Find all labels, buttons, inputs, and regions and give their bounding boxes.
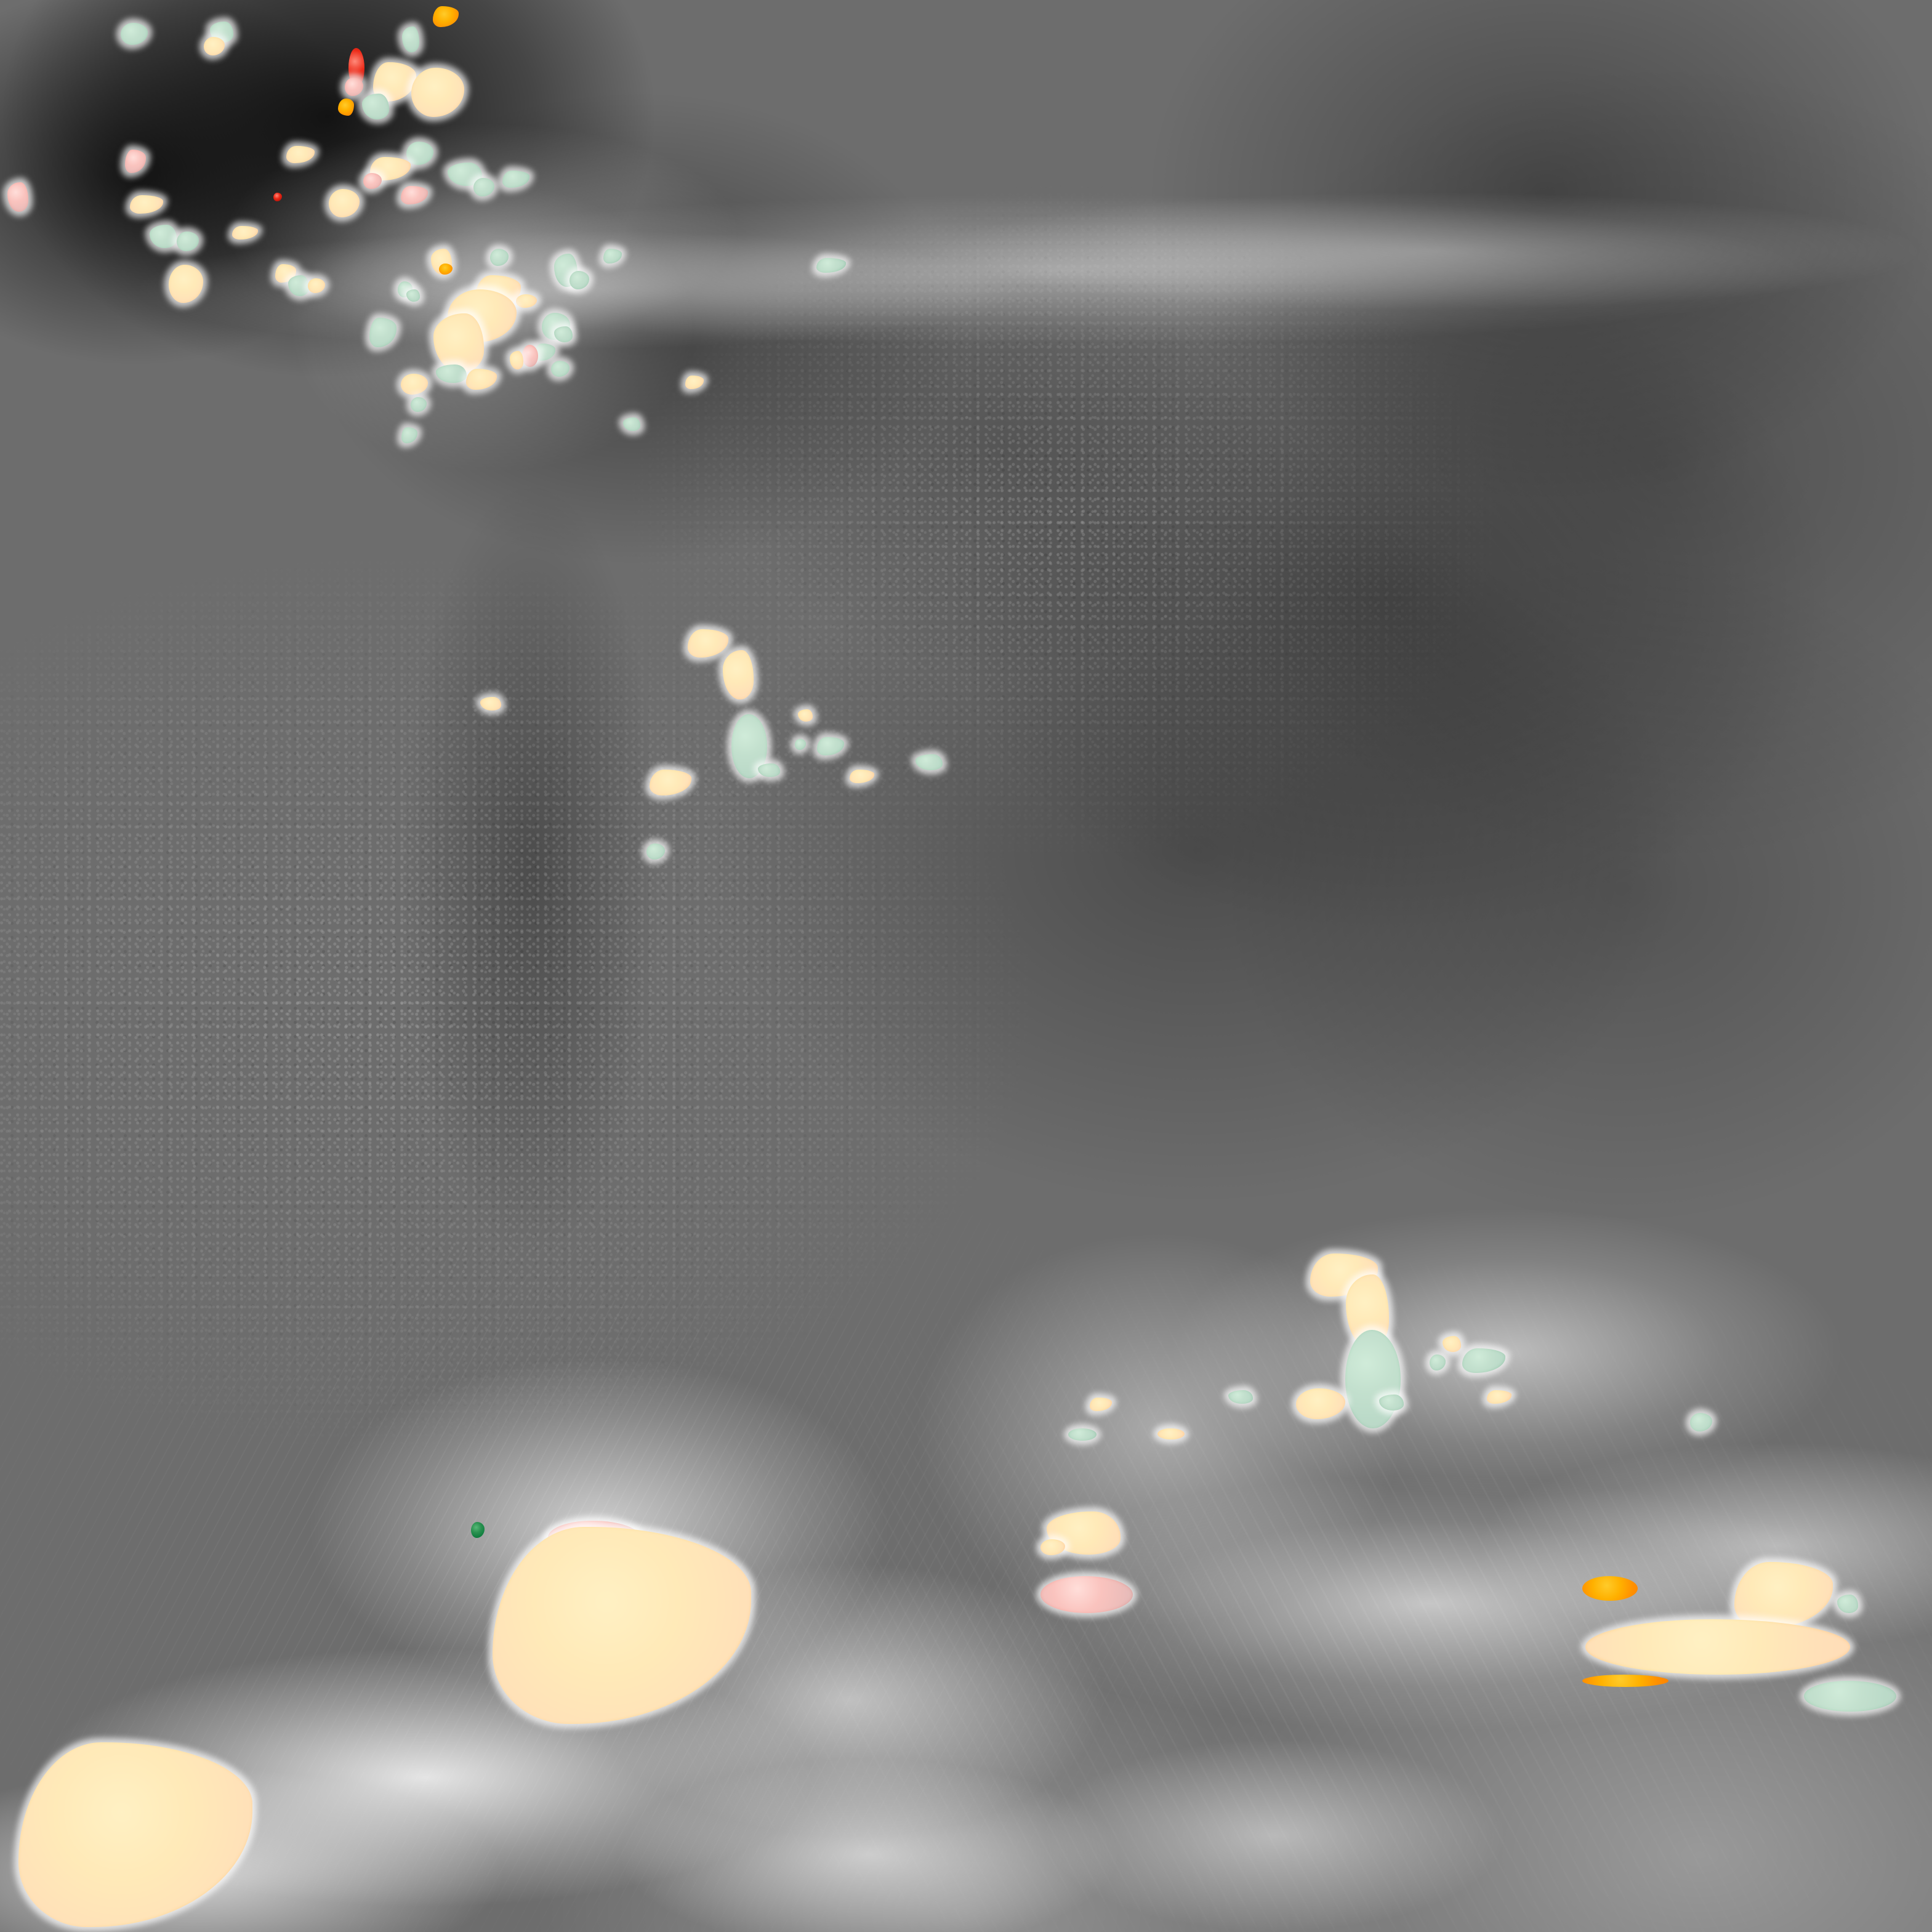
convective-object-orange (1585, 1619, 1850, 1675)
convective-object-orange (850, 770, 874, 783)
convective-object-orange (401, 374, 428, 395)
convective-object-orange (685, 376, 704, 389)
convective-object-orange (1040, 1539, 1065, 1555)
convective-object-orange (723, 650, 754, 699)
convective-object-green (1837, 1595, 1858, 1613)
convective-object-orange (1582, 1576, 1638, 1601)
convective-object-orange (1090, 1398, 1112, 1411)
convective-object-orange (1582, 1675, 1668, 1687)
convective-object-green (570, 271, 589, 289)
convective-object-green (502, 171, 529, 188)
convective-object-orange (439, 264, 453, 275)
convective-object-green (1068, 1428, 1097, 1441)
convective-object-green (121, 23, 148, 45)
convective-object-green (816, 258, 846, 273)
convective-object-orange (480, 697, 501, 710)
convective-object-green (406, 289, 420, 302)
convective-object-green (1462, 1348, 1505, 1373)
convective-object-orange (308, 278, 325, 293)
convective-object-orange (688, 629, 728, 658)
convective-object-green (369, 318, 396, 347)
convective-object-green (490, 249, 509, 266)
convective-object-red (345, 78, 363, 96)
convective-object-red (1040, 1576, 1133, 1613)
convective-object-red (7, 182, 28, 212)
convective-object-green (411, 397, 427, 412)
convective-object-green (646, 843, 665, 859)
convective-object-orange (130, 195, 163, 214)
convective-object-green (362, 94, 389, 119)
convective-object-green (1804, 1681, 1896, 1712)
convective-object-red (401, 186, 428, 204)
convective-object-orange (1487, 1390, 1511, 1404)
convective-object-orange (650, 770, 691, 795)
convective-object-orange (18, 1742, 252, 1927)
convective-object-orange (798, 709, 813, 722)
convective-object-orange (1443, 1336, 1461, 1352)
convective-object-orange (1296, 1388, 1345, 1419)
convective-object-green (1690, 1413, 1712, 1431)
convective-object-green (817, 737, 844, 755)
convective-object-green (177, 231, 199, 251)
convective-object-green (603, 249, 622, 264)
convective-object-orange (516, 294, 537, 308)
convective-object-orange (286, 146, 315, 163)
convective-object-orange (466, 369, 497, 390)
convective-object-red (273, 193, 282, 201)
convective-object-red (363, 173, 382, 189)
convective-object-green (1430, 1354, 1446, 1371)
convective-object-green (551, 361, 570, 377)
convective-object-orange (169, 265, 203, 303)
convective-object-green (916, 754, 943, 770)
convective-object-green (758, 763, 780, 777)
convective-object-orange (433, 6, 459, 27)
convective-object-green (402, 26, 419, 52)
convective-object-orange (338, 99, 354, 116)
convective-object-green (623, 417, 640, 431)
convective-object-orange (204, 37, 225, 55)
convective-object-green (795, 739, 806, 750)
convective-object-green (401, 427, 417, 443)
convective-object-orange (1157, 1428, 1185, 1439)
convective-object-orange (232, 226, 258, 239)
convective-object-green (1228, 1390, 1253, 1404)
convective-object-green (473, 178, 494, 196)
convective-object-green (1379, 1395, 1404, 1411)
convective-object-orange (329, 189, 360, 217)
convective-object-green (471, 1522, 485, 1538)
convective-object-orange (510, 351, 523, 369)
convective-object-red (125, 150, 146, 173)
convective-object-green (554, 326, 573, 342)
convective-object-orange (411, 68, 464, 117)
convective-object-orange (493, 1527, 751, 1724)
